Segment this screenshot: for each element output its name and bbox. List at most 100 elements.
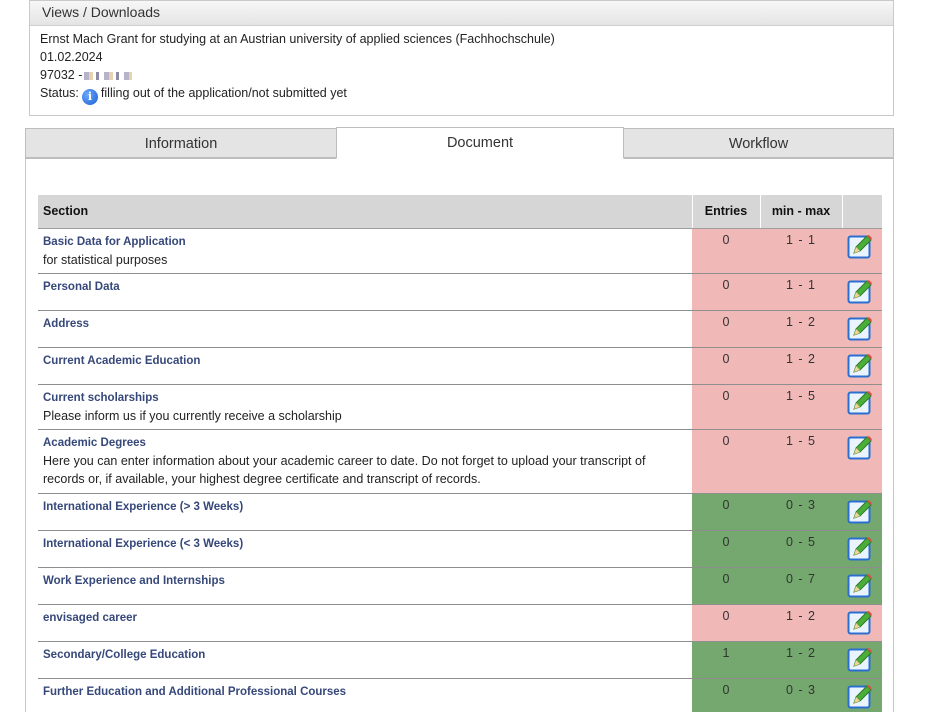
entries-count: 0	[692, 604, 760, 642]
min-max-range: 1 - 2	[760, 347, 842, 385]
entries-count: 0	[692, 384, 760, 430]
table-row: Current Academic Education 0 1 - 2	[38, 347, 882, 385]
status-label: Status:	[40, 86, 79, 100]
table-row: Current scholarships Please inform us if …	[38, 384, 882, 430]
min-max-range: 1 - 2	[760, 641, 842, 679]
table-header-row: Section Entries min - max	[38, 195, 882, 229]
table-row: Further Education and Additional Profess…	[38, 678, 882, 712]
edit-pencil-icon[interactable]	[847, 315, 873, 341]
section-cell: International Experience (> 3 Weeks)	[38, 493, 692, 531]
section-title-link[interactable]: Address	[43, 317, 90, 330]
application-date: 01.02.2024	[40, 50, 103, 64]
edit-cell	[842, 493, 882, 531]
section-cell: envisaged career	[38, 604, 692, 642]
section-title-link[interactable]: envisaged career	[43, 611, 137, 624]
entries-count: 0	[692, 530, 760, 568]
table-row: International Experience (< 3 Weeks) 0 0 -…	[38, 530, 882, 568]
min-max-range: 1 - 1	[760, 228, 842, 274]
section-cell: Academic Degrees Here you can enter infor…	[38, 429, 692, 494]
views-downloads-header: Views / Downloads	[30, 1, 893, 26]
tab-content-panel	[25, 128, 894, 712]
edit-cell	[842, 567, 882, 605]
section-cell: Work Experience and Internships	[38, 567, 692, 605]
column-header-edit	[841, 195, 882, 229]
edit-pencil-icon[interactable]	[847, 646, 873, 672]
entries-count: 0	[692, 310, 760, 348]
min-max-range: 1 - 1	[760, 273, 842, 311]
edit-pencil-icon[interactable]	[847, 434, 873, 460]
edit-cell	[842, 530, 882, 568]
min-max-range: 1 - 5	[760, 384, 842, 430]
min-max-range: 0 - 5	[760, 530, 842, 568]
section-title-link[interactable]: Work Experience and Internships	[43, 574, 225, 587]
section-title-link[interactable]: Basic Data for Application	[43, 235, 186, 248]
table-row: International Experience (> 3 Weeks) 0 0 -…	[38, 493, 882, 531]
application-summary: Ernst Mach Grant for studying at an Aust…	[30, 26, 893, 109]
redacted-name	[84, 71, 133, 80]
entries-count: 1	[692, 641, 760, 679]
section-description: for statistical purposes	[43, 252, 168, 267]
column-header-section: Section	[38, 195, 692, 229]
edit-pencil-icon[interactable]	[847, 683, 873, 709]
table-row: Secondary/College Education 1 1 - 2	[38, 641, 882, 679]
column-header-entries: Entries	[691, 195, 760, 229]
grant-title: Ernst Mach Grant for studying at an Aust…	[40, 32, 555, 46]
table-row: Academic Degrees Here you can enter infor…	[38, 429, 882, 494]
section-title-link[interactable]: International Experience (> 3 Weeks)	[43, 500, 244, 513]
edit-cell	[842, 347, 882, 385]
column-header-min-max: min - max	[759, 195, 842, 229]
edit-cell	[842, 384, 882, 430]
document-sections-table: Section Entries min - max Basic Data for…	[38, 195, 882, 712]
section-cell: Basic Data for Application for statistica…	[38, 228, 692, 274]
section-cell: Further Education and Additional Profess…	[38, 678, 692, 712]
edit-cell	[842, 273, 882, 311]
entries-count: 0	[692, 347, 760, 385]
section-cell: Current scholarships Please inform us if …	[38, 384, 692, 430]
section-cell: Personal Data	[38, 273, 692, 311]
edit-cell	[842, 678, 882, 712]
edit-pencil-icon[interactable]	[847, 352, 873, 378]
tab-information[interactable]: Information	[25, 128, 337, 158]
edit-pencil-icon[interactable]	[847, 535, 873, 561]
tab-document[interactable]: Document	[336, 127, 624, 159]
section-description: Here you can enter information about you…	[43, 453, 646, 486]
edit-pencil-icon[interactable]	[847, 498, 873, 524]
table-row: Personal Data 0 1 - 1	[38, 273, 882, 311]
section-title-link[interactable]: Academic Degrees	[43, 436, 146, 449]
section-title-link[interactable]: Further Education and Additional Profess…	[43, 685, 347, 698]
section-cell: Address	[38, 310, 692, 348]
application-id-text: 97032 -	[40, 68, 83, 82]
edit-pencil-icon[interactable]	[847, 233, 873, 259]
edit-pencil-icon[interactable]	[847, 609, 873, 635]
section-title-link[interactable]: Current scholarships	[43, 391, 159, 404]
min-max-range: 1 - 2	[760, 604, 842, 642]
edit-cell	[842, 310, 882, 348]
table-row: Work Experience and Internships 0 0 - 7	[38, 567, 882, 605]
application-id: 97032 -	[40, 66, 883, 84]
info-icon: i	[81, 89, 98, 105]
section-title-link[interactable]: Secondary/College Education	[43, 648, 206, 661]
entries-count: 0	[692, 493, 760, 531]
entries-count: 0	[692, 228, 760, 274]
entries-count: 0	[692, 273, 760, 311]
entries-count: 0	[692, 567, 760, 605]
tab-workflow[interactable]: Workflow	[623, 128, 894, 158]
min-max-range: 1 - 5	[760, 429, 842, 494]
section-title-link[interactable]: Personal Data	[43, 280, 120, 293]
table-row: Address 0 1 - 2	[38, 310, 882, 348]
section-title-link[interactable]: Current Academic Education	[43, 354, 201, 367]
views-downloads-panel: Views / Downloads Ernst Mach Grant for s…	[29, 0, 894, 116]
min-max-range: 0 - 7	[760, 567, 842, 605]
section-title-link[interactable]: International Experience (< 3 Weeks)	[43, 537, 244, 550]
section-cell: International Experience (< 3 Weeks)	[38, 530, 692, 568]
min-max-range: 0 - 3	[760, 678, 842, 712]
edit-cell	[842, 228, 882, 274]
edit-pencil-icon[interactable]	[847, 389, 873, 415]
table-row: Basic Data for Application for statistica…	[38, 228, 882, 274]
application-status: Status: i filling out of the application/n…	[40, 84, 883, 105]
edit-pencil-icon[interactable]	[847, 278, 873, 304]
edit-pencil-icon[interactable]	[847, 572, 873, 598]
edit-cell	[842, 604, 882, 642]
edit-cell	[842, 429, 882, 494]
table-row: envisaged career 0 1 - 2	[38, 604, 882, 642]
